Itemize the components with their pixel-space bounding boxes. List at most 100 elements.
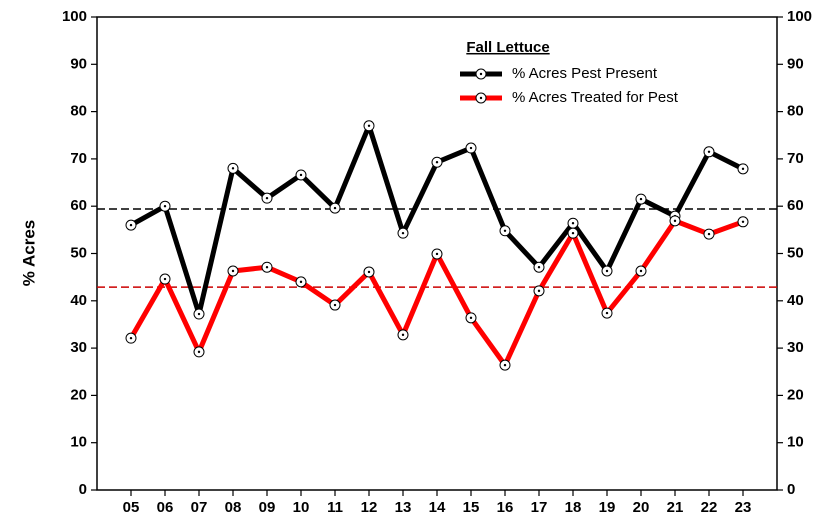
marker-dot xyxy=(571,231,575,235)
x-tick-label: 10 xyxy=(293,499,310,516)
marker xyxy=(193,308,205,320)
marker-dot xyxy=(605,269,609,273)
marker-dot xyxy=(333,303,337,307)
marker-dot xyxy=(673,219,677,223)
marker-dot xyxy=(503,229,507,232)
marker xyxy=(635,265,647,277)
marker xyxy=(431,156,443,168)
x-tick-label: 07 xyxy=(191,499,208,516)
marker xyxy=(499,225,511,237)
marker-dot xyxy=(707,150,711,154)
x-tick-label: 22 xyxy=(701,499,718,516)
marker xyxy=(475,92,487,104)
marker xyxy=(125,219,137,231)
marker-dot xyxy=(163,205,167,208)
x-tick-label: 17 xyxy=(531,499,548,516)
marker-dot xyxy=(639,197,643,201)
y2-tick-label: 20 xyxy=(787,386,804,403)
x-tick-label: 08 xyxy=(225,499,242,516)
marker xyxy=(499,359,511,371)
marker-dot xyxy=(537,266,541,269)
marker xyxy=(397,227,409,239)
marker-dot xyxy=(435,252,439,256)
marker xyxy=(465,312,477,324)
marker xyxy=(737,216,749,228)
x-tick-label: 14 xyxy=(429,499,446,516)
marker-dot xyxy=(707,232,711,236)
x-tick-label: 06 xyxy=(157,499,174,516)
y2-tick-label: 70 xyxy=(787,150,804,167)
y-tick-label: 100 xyxy=(62,8,87,25)
marker-dot xyxy=(479,96,483,100)
marker-dot xyxy=(129,336,133,340)
marker-dot xyxy=(265,266,269,269)
marker-dot xyxy=(367,124,371,127)
marker-dot xyxy=(537,289,541,293)
y2-tick-label: 100 xyxy=(787,8,812,25)
legend-label: % Acres Pest Present xyxy=(512,65,658,82)
marker-dot xyxy=(367,270,371,274)
x-tick-label: 21 xyxy=(667,499,684,516)
y2-tick-label: 60 xyxy=(787,197,804,214)
x-tick-label: 12 xyxy=(361,499,378,516)
marker-dot xyxy=(299,173,303,177)
marker xyxy=(363,266,375,278)
marker xyxy=(159,273,171,285)
marker-dot xyxy=(197,312,201,316)
y-tick-label: 0 xyxy=(79,481,87,498)
marker xyxy=(737,163,749,175)
y-tick-label: 40 xyxy=(70,292,87,309)
x-tick-label: 20 xyxy=(633,499,650,516)
marker xyxy=(261,261,273,273)
y2-tick-label: 50 xyxy=(787,244,804,261)
x-tick-label: 16 xyxy=(497,499,514,516)
y2-tick-label: 0 xyxy=(787,481,795,498)
marker-dot xyxy=(639,269,643,273)
x-tick-label: 18 xyxy=(565,499,582,516)
x-tick-label: 05 xyxy=(123,499,140,516)
y-tick-label: 70 xyxy=(70,150,87,167)
y-axis-label: % Acres xyxy=(19,220,38,286)
marker-dot xyxy=(469,146,473,150)
marker xyxy=(703,228,715,240)
marker xyxy=(533,285,545,297)
y2-tick-label: 80 xyxy=(787,103,804,120)
marker xyxy=(295,169,307,181)
y2-tick-label: 30 xyxy=(787,339,804,356)
marker xyxy=(397,329,409,341)
x-tick-label: 23 xyxy=(735,499,752,516)
legend-label: % Acres Treated for Pest xyxy=(512,89,679,106)
x-tick-label: 09 xyxy=(259,499,276,516)
marker xyxy=(567,217,579,229)
y-tick-label: 60 xyxy=(70,197,87,214)
marker-dot xyxy=(231,269,235,273)
marker-dot xyxy=(197,350,201,354)
marker-dot xyxy=(333,206,337,210)
marker xyxy=(703,146,715,158)
marker-dot xyxy=(571,222,575,225)
marker-dot xyxy=(265,196,269,200)
marker xyxy=(227,265,239,277)
marker-dot xyxy=(605,311,609,315)
y-tick-label: 10 xyxy=(70,434,87,451)
marker xyxy=(475,68,487,80)
marker-dot xyxy=(231,167,235,170)
x-tick-label: 15 xyxy=(463,499,480,516)
marker xyxy=(635,193,647,205)
marker xyxy=(329,202,341,214)
y-tick-label: 80 xyxy=(70,103,87,120)
marker xyxy=(601,307,613,319)
series-line xyxy=(129,123,745,317)
y2-tick-label: 40 xyxy=(787,292,804,309)
y-tick-label: 90 xyxy=(70,55,87,72)
marker xyxy=(227,162,239,174)
marker xyxy=(193,346,205,358)
marker xyxy=(567,227,579,239)
marker-dot xyxy=(401,333,405,337)
marker xyxy=(363,120,375,132)
marker xyxy=(601,265,613,277)
marker xyxy=(329,299,341,311)
marker-dot xyxy=(469,316,473,320)
marker-dot xyxy=(163,277,167,281)
